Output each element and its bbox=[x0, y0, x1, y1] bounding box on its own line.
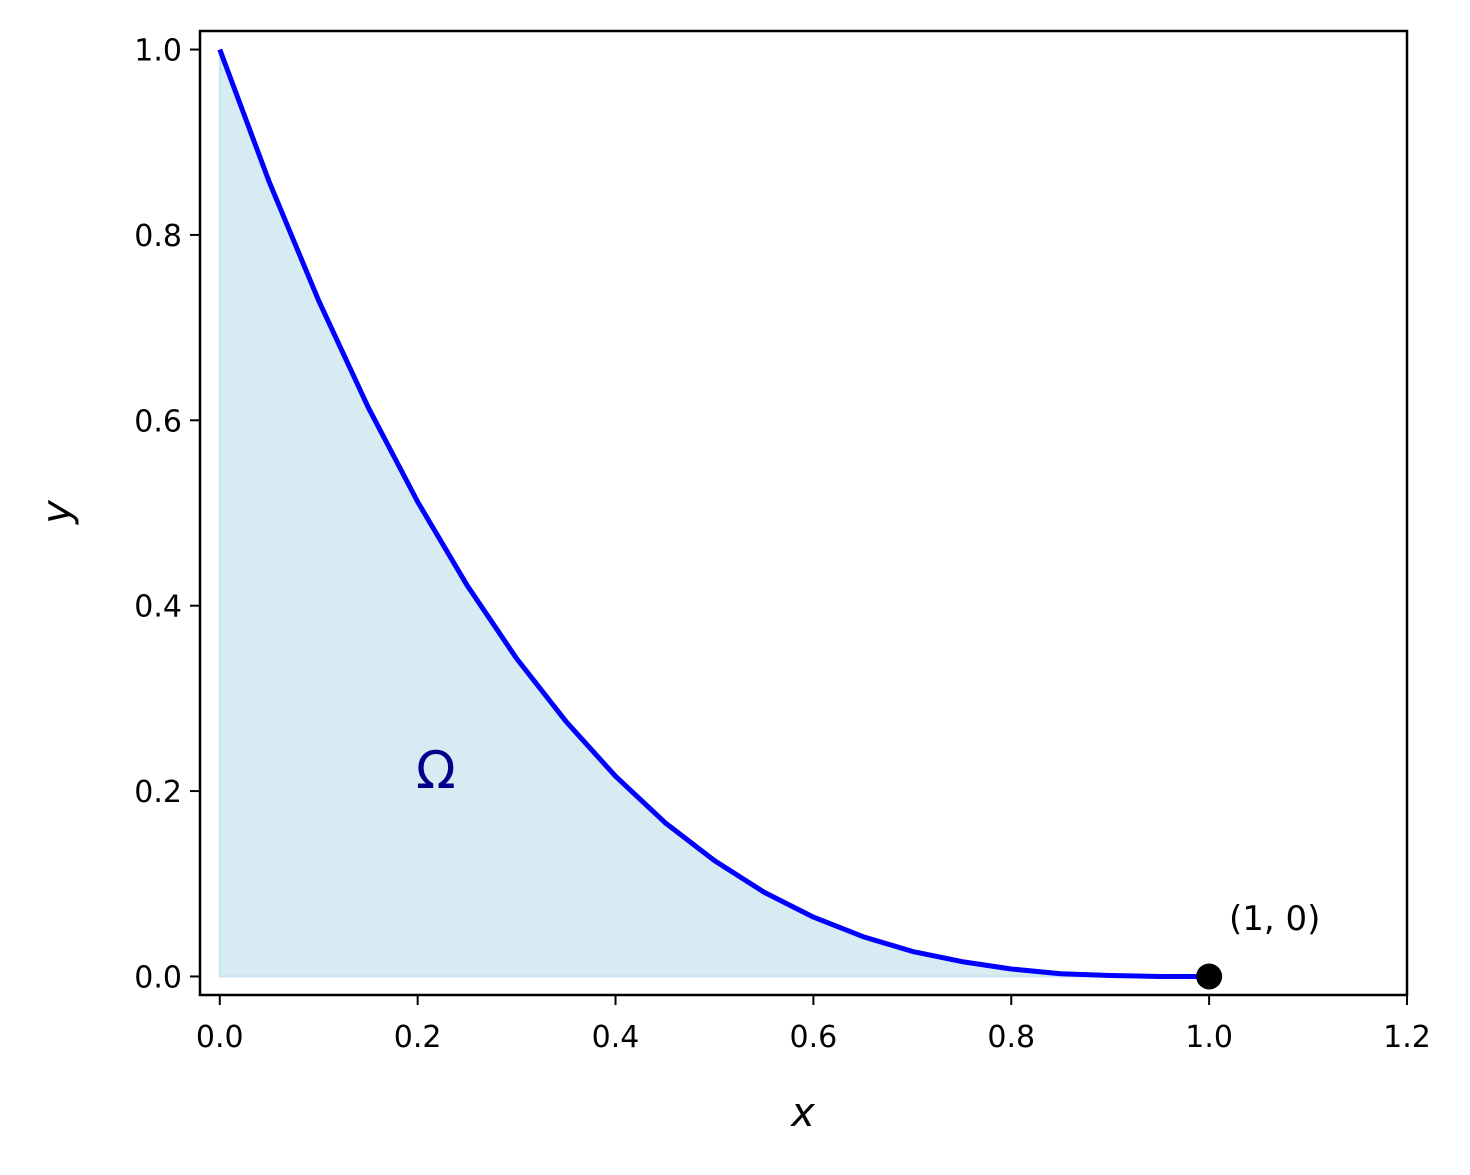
x-tick-label: 0.6 bbox=[790, 1020, 838, 1055]
x-tick-label: 0.0 bbox=[196, 1020, 244, 1055]
region-omega-label: Ω bbox=[416, 741, 456, 801]
region-fill-layer bbox=[218, 49, 1210, 978]
x-tick-label: 1.0 bbox=[1185, 1020, 1233, 1055]
y-tick-label: 0.6 bbox=[134, 404, 182, 439]
y-tick-label: 0.8 bbox=[134, 219, 182, 254]
plot-frame bbox=[198, 29, 1409, 997]
axes-layer bbox=[198, 29, 1409, 997]
curve-layer bbox=[217, 48, 1210, 979]
x-tick-label: 1.2 bbox=[1383, 1020, 1431, 1055]
y-axis-label: y bbox=[34, 499, 80, 525]
point-layer bbox=[1196, 963, 1223, 990]
y-tick-label: 0.0 bbox=[134, 960, 182, 995]
y-tick-label: 1.0 bbox=[134, 34, 182, 69]
y-tick-label: 0.2 bbox=[134, 775, 182, 810]
point-annotation: (1, 0) bbox=[1229, 899, 1320, 939]
region-fill bbox=[218, 49, 1210, 978]
x-axis-label: x bbox=[789, 1090, 815, 1136]
x-tick-label: 0.4 bbox=[592, 1020, 640, 1055]
curve-line bbox=[217, 48, 1210, 979]
point-marker bbox=[1196, 963, 1223, 990]
x-tick-label: 0.2 bbox=[394, 1020, 442, 1055]
tick-layer: 0.0 0.2 0.4 0.6 0.8 1.0 1.2 0.0 0.2 0.4 0.6 0.8 1.0 bbox=[134, 34, 1431, 1055]
x-tick-label: 0.8 bbox=[987, 1020, 1035, 1055]
y-tick-label: 0.4 bbox=[134, 590, 182, 625]
